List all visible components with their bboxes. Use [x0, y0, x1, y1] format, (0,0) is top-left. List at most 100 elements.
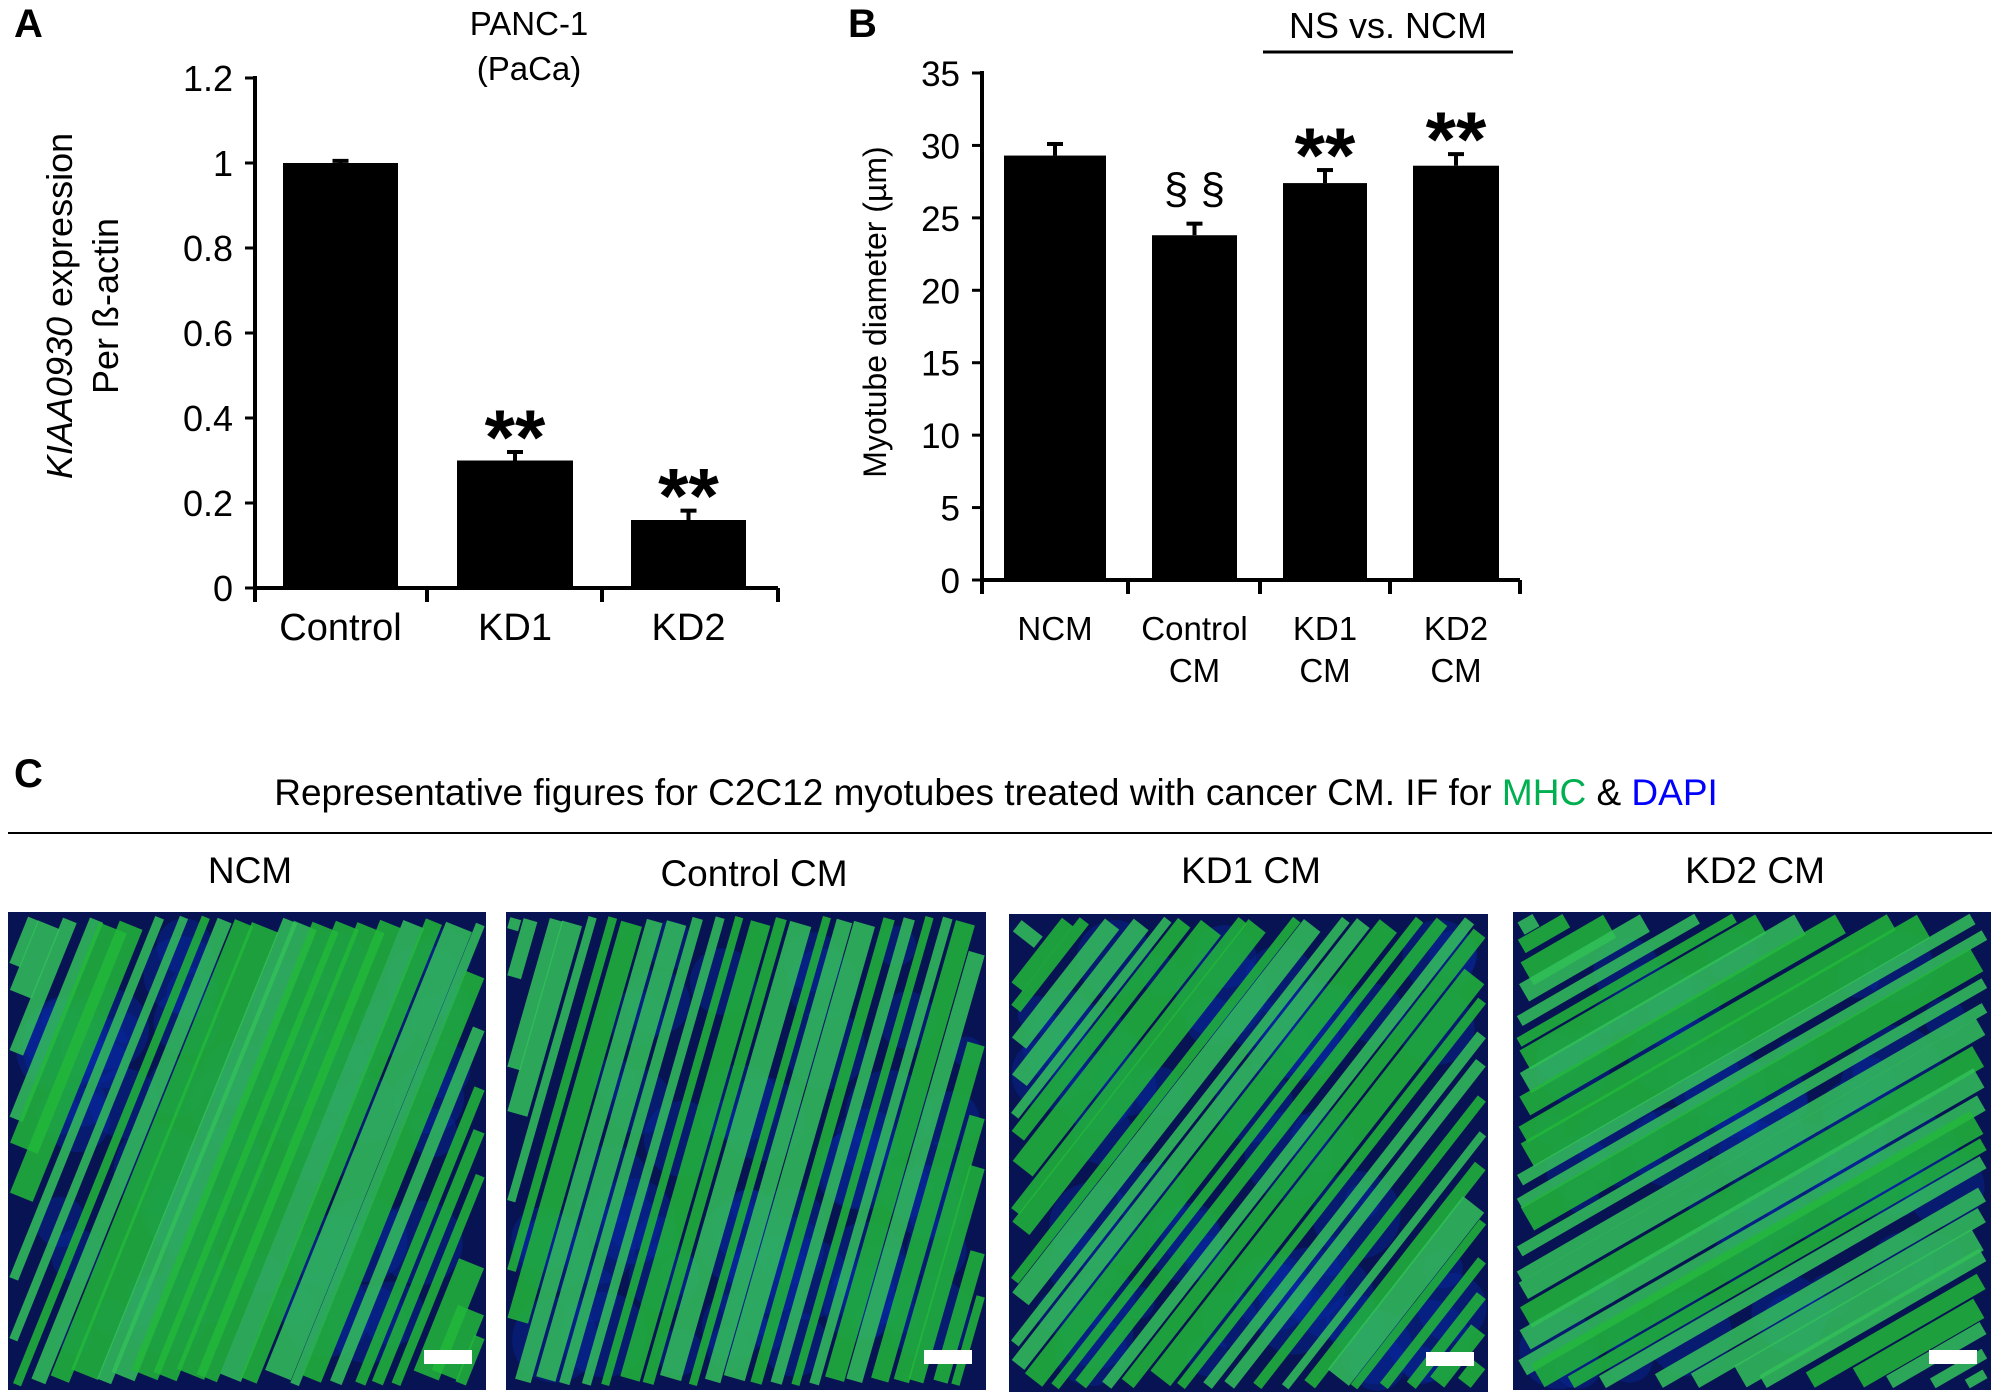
myotube — [704, 918, 853, 1384]
myotube — [1150, 968, 1485, 1387]
x-category-label: KD1 — [1293, 610, 1357, 647]
myotube — [1516, 913, 1700, 1027]
image-title-kd1-cm: KD1 CM — [1181, 850, 1321, 891]
myotube — [1518, 914, 1896, 1143]
myotube — [1051, 916, 1424, 1390]
myotube — [507, 916, 597, 1203]
x-category-label: Control — [1141, 610, 1247, 647]
bar — [1283, 183, 1367, 580]
myotube — [1011, 916, 1350, 1347]
myotube — [1024, 919, 1397, 1387]
x-category-label: NCM — [1017, 610, 1092, 647]
y-tick-label: 0.8 — [183, 228, 233, 269]
scale-bar — [924, 1350, 972, 1364]
myotube — [9, 915, 164, 1281]
myotube — [825, 920, 975, 1382]
chart-a-ylabel-line1: KIAA0930 expression — [39, 133, 80, 479]
myotube — [302, 970, 485, 1383]
myotube — [1011, 918, 1370, 1370]
micrograph-image — [8, 912, 486, 1390]
bar — [1413, 165, 1499, 581]
ylabel-gene: KIAA0930 — [39, 317, 80, 479]
myotube — [9, 920, 143, 1202]
bar — [1152, 235, 1237, 581]
myotube — [1531, 1110, 1984, 1388]
panel-a-label: A — [14, 2, 43, 46]
micrograph-ncm — [8, 912, 486, 1390]
myotube — [1012, 919, 1266, 1235]
myotube — [601, 915, 744, 1387]
significance-marker: ** — [658, 452, 719, 540]
micrograph-kd2-cm — [1513, 912, 1991, 1390]
myotube — [220, 919, 425, 1383]
micrograph-image — [506, 912, 986, 1390]
myotube — [1224, 1058, 1486, 1389]
myotube — [809, 916, 953, 1386]
myotube — [1012, 919, 1221, 1177]
myotube — [1805, 1273, 1986, 1388]
y-tick-label: 10 — [921, 417, 960, 456]
myotube — [1012, 919, 1321, 1306]
y-tick-label: 20 — [921, 272, 960, 311]
myotube — [9, 916, 39, 968]
myotube — [507, 920, 582, 1117]
myotube — [1518, 1095, 1986, 1376]
chart-b-ylabel: Myotube diameter (µm) — [857, 146, 893, 477]
image-title-kd2-cm: KD2 CM — [1685, 850, 1825, 891]
bar — [631, 520, 746, 588]
myotube — [1457, 1359, 1486, 1388]
chart-b: Myotube diameter (µm) NS vs. NCM 0 5 10 15 2… — [857, 5, 1522, 689]
myotube — [1011, 918, 1120, 1049]
myotube — [1010, 916, 1172, 1119]
myotube — [240, 918, 442, 1384]
myotube — [153, 920, 359, 1382]
bracket-label: NS vs. NCM — [1289, 5, 1487, 46]
myotube — [1102, 917, 1475, 1389]
y-tick-label: 0 — [213, 568, 233, 609]
myotube — [893, 1114, 985, 1384]
myotube — [265, 921, 472, 1381]
myotube — [371, 1129, 485, 1386]
micrograph-kd1-cm — [1009, 914, 1488, 1392]
myotube — [1519, 914, 1846, 1116]
significance-marker: ** — [1426, 95, 1487, 183]
x-category-label: CM — [1169, 652, 1220, 689]
x-category-label: Control — [279, 607, 402, 649]
myotube — [1519, 914, 1650, 1002]
myotube — [31, 917, 232, 1385]
scale-bar — [1929, 1350, 1977, 1364]
bar — [457, 460, 573, 588]
significance-marker: ** — [485, 393, 546, 481]
y-tick-label: 0.4 — [183, 398, 233, 439]
myotube — [1519, 1068, 1985, 1350]
myotube — [97, 917, 298, 1385]
myotube — [688, 915, 831, 1387]
myotube — [1350, 1219, 1487, 1390]
caption-mhc: MHC — [1501, 772, 1587, 813]
myotube — [536, 920, 687, 1382]
myotube — [50, 919, 254, 1383]
panel-c-label: C — [14, 752, 43, 796]
myotube — [507, 916, 618, 1272]
myotube — [1203, 1031, 1486, 1389]
myotube — [723, 920, 876, 1382]
myotube — [1520, 914, 1931, 1167]
myotube — [1327, 1196, 1485, 1386]
caption-text: Representative figures for C2C12 myotube… — [274, 772, 1502, 813]
myotube — [1075, 917, 1448, 1389]
y-tick-label: 5 — [941, 490, 960, 529]
y-tick-label: 30 — [921, 127, 960, 166]
micrograph-image — [1009, 914, 1488, 1392]
image-title-ncm: NCM — [207, 850, 293, 891]
x-category-label: KD2 — [1424, 610, 1488, 647]
y-tick-label: 0.6 — [183, 313, 233, 354]
myotube — [791, 916, 934, 1386]
myotube — [1177, 997, 1486, 1390]
myotube — [9, 917, 77, 1056]
myotube — [1516, 1003, 1988, 1282]
myotube — [750, 917, 895, 1385]
scale-bar — [424, 1350, 472, 1364]
myotube — [507, 917, 564, 1071]
myotube — [1121, 928, 1486, 1389]
myotube — [1516, 930, 1988, 1209]
